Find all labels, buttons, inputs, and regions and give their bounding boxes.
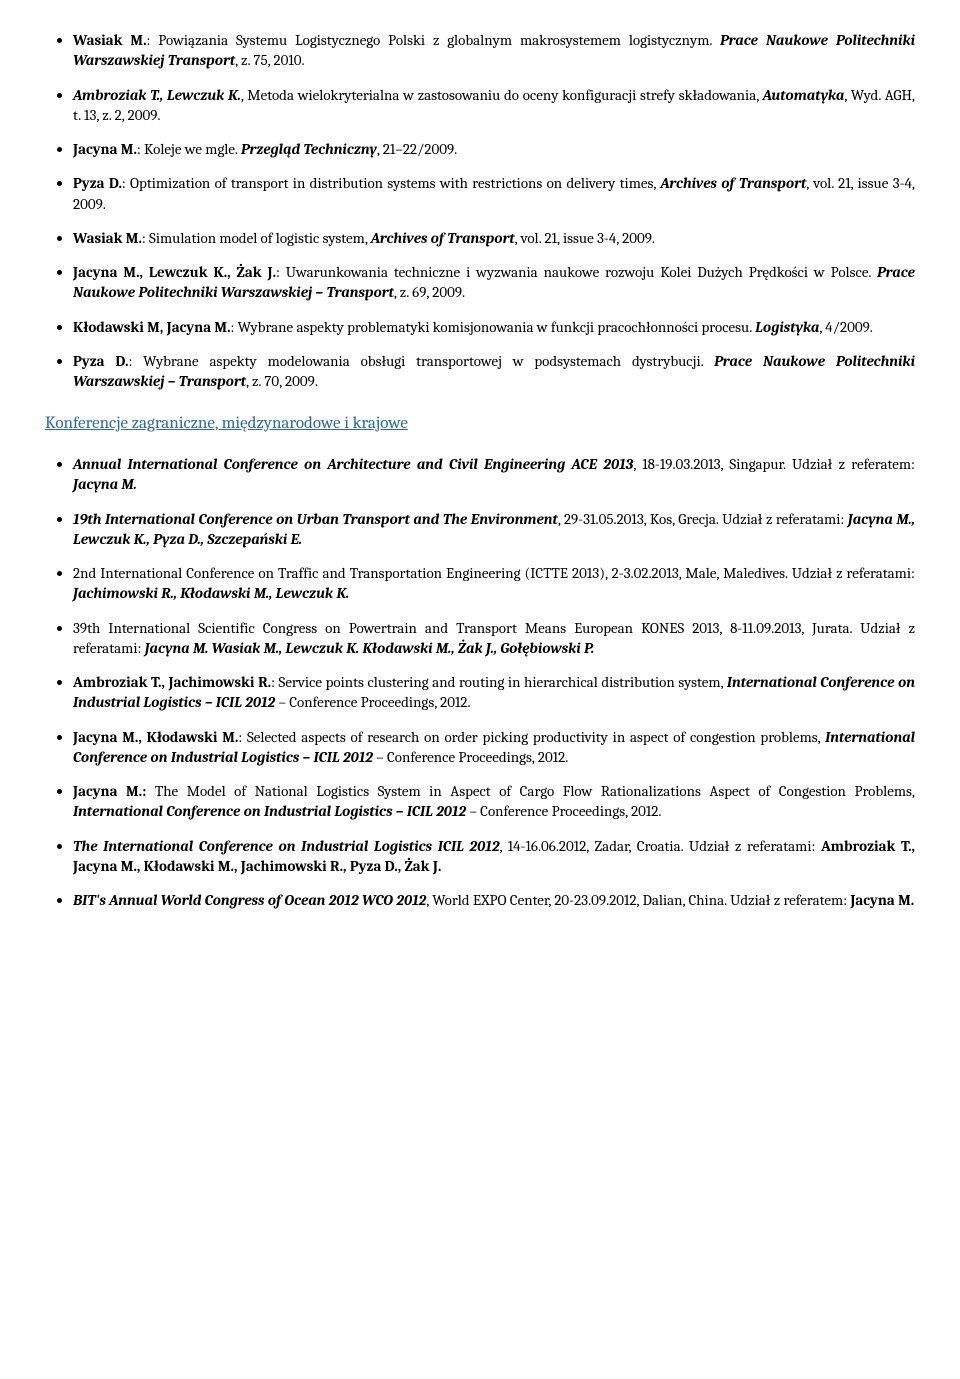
- reference-item: Wasiak M.: Powiązania Systemu Logistyczn…: [73, 30, 915, 71]
- reference-item: Kłodawski M, Jacyna M.: Wybrane aspekty …: [73, 317, 915, 337]
- reference-item: Jacyna M., Lewczuk K., Żak J.: Uwarunkow…: [73, 262, 915, 303]
- reference-item: Jacyna M.: The Model of National Logisti…: [73, 781, 915, 822]
- reference-list-conferences: Annual International Conference on Archi…: [45, 454, 915, 910]
- reference-item: Pyza D.: Optimization of transport in di…: [73, 173, 915, 214]
- reference-item: 39th International Scientific Congress o…: [73, 618, 915, 659]
- reference-item: Ambroziak T., Lewczuk K., Metoda wielokr…: [73, 85, 915, 126]
- reference-item: Jacyna M.: Koleje we mgle. Przegląd Tech…: [73, 139, 915, 159]
- section-heading: Konferencje zagraniczne, międzynarodowe …: [45, 413, 915, 436]
- reference-item: 2nd International Conference on Traffic …: [73, 563, 915, 604]
- reference-list-top: Wasiak M.: Powiązania Systemu Logistyczn…: [45, 30, 915, 391]
- reference-item: Jacyna M., Kłodawski M.: Selected aspect…: [73, 727, 915, 768]
- reference-item: Pyza D.: Wybrane aspekty modelowania obs…: [73, 351, 915, 392]
- reference-item: 19th International Conference on Urban T…: [73, 509, 915, 550]
- reference-item: Ambroziak T., Jachimowski R.: Service po…: [73, 672, 915, 713]
- reference-item: BIT's Annual World Congress of Ocean 201…: [73, 890, 915, 910]
- reference-item: The International Conference on Industri…: [73, 836, 915, 877]
- reference-item: Annual International Conference on Archi…: [73, 454, 915, 495]
- reference-item: Wasiak M.: Simulation model of logistic …: [73, 228, 915, 248]
